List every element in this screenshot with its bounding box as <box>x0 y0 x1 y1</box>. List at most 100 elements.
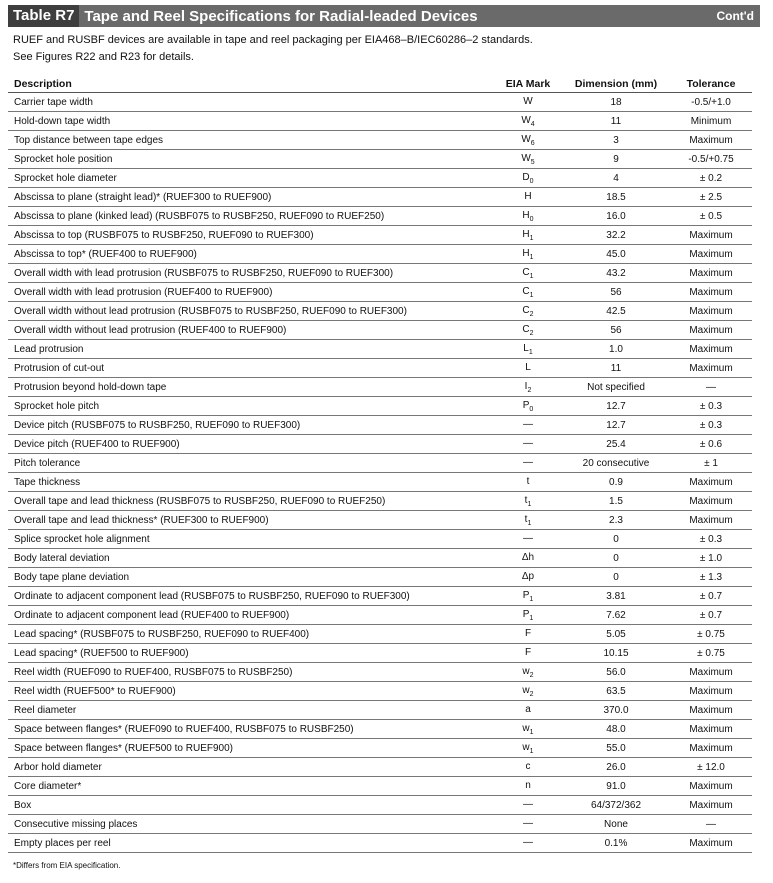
dimension-cell: 10.15 <box>562 643 670 663</box>
description-cell: Sprocket hole pitch <box>8 396 494 416</box>
description-cell: Sprocket hole diameter <box>8 168 494 188</box>
intro-line: See Figures R22 and R23 for details. <box>13 51 194 63</box>
eia-mark: C <box>522 285 530 297</box>
eia-mark-cell: W <box>494 92 562 112</box>
dimension-cell: 4 <box>562 168 670 188</box>
eia-mark-subscript: 0 <box>529 215 534 223</box>
dimension-cell: Not specified <box>562 377 670 397</box>
eia-mark-cell: P0 <box>494 396 562 416</box>
eia-mark-subscript: 1 <box>529 595 534 603</box>
tolerance-cell: Maximum <box>670 795 752 815</box>
table-row: Overall width with lead protrusion (RUEF… <box>8 282 752 302</box>
eia-mark-subscript: 0 <box>529 177 534 185</box>
eia-mark: W <box>523 95 533 107</box>
dimension-cell: 91.0 <box>562 776 670 796</box>
intro-text: RUEF and RUSBF devices are available in … <box>13 32 533 66</box>
eia-mark: L <box>525 361 531 373</box>
eia-mark-subscript: 1 <box>529 253 534 261</box>
dimension-cell: 56 <box>562 282 670 302</box>
eia-mark: c <box>525 760 531 772</box>
eia-mark-cell: — <box>494 814 562 834</box>
table-row: Top distance between tape edges W6 3 Maximu… <box>8 130 752 150</box>
eia-mark-cell: t <box>494 472 562 492</box>
intro-line: RUEF and RUSBF devices are available in … <box>13 34 533 46</box>
eia-mark-cell: P1 <box>494 586 562 606</box>
table-row: Abscissa to top* (RUEF400 to RUEF900) H1 4… <box>8 244 752 264</box>
tolerance-cell: Maximum <box>670 282 752 302</box>
dimension-cell: 20 consecutive <box>562 453 670 473</box>
eia-mark: — <box>523 798 533 810</box>
tolerance-cell: Maximum <box>670 662 752 682</box>
dimension-cell: 2.3 <box>562 510 670 530</box>
table-row: Tape thickness t 0.9 Maximum <box>8 472 752 492</box>
eia-mark-cell: w2 <box>494 681 562 701</box>
table-row: Body lateral deviation Δh 0 ± 1.0 <box>8 548 752 568</box>
eia-mark: — <box>523 836 533 848</box>
eia-mark-cell: I2 <box>494 377 562 397</box>
eia-mark: — <box>523 437 533 449</box>
eia-mark: H <box>522 209 530 221</box>
description-cell: Overall width without lead protrusion (R… <box>8 320 494 340</box>
eia-mark: — <box>523 418 533 430</box>
description-cell: Space between flanges* (RUEF500 to RUEF9… <box>8 738 494 758</box>
eia-mark-cell: H0 <box>494 206 562 226</box>
dimension-cell: 7.62 <box>562 605 670 625</box>
table-row: Hold-down tape width W4 11 Minimum <box>8 111 752 131</box>
description-cell: Abscissa to plane (kinked lead) (RUSBF07… <box>8 206 494 226</box>
table-row: Abscissa to plane (kinked lead) (RUSBF07… <box>8 206 752 226</box>
description-cell: Box <box>8 795 494 815</box>
description-cell: Overall width without lead protrusion (R… <box>8 301 494 321</box>
description-cell: Ordinate to adjacent component lead (RUS… <box>8 586 494 606</box>
table-row: Carrier tape width W 18 -0.5/+1.0 <box>8 92 752 112</box>
tolerance-cell: Maximum <box>670 491 752 511</box>
eia-mark: — <box>523 456 533 468</box>
eia-mark: w <box>522 741 530 753</box>
eia-mark-subscript: 1 <box>529 234 534 242</box>
table-row: Sprocket hole position W5 9 -0.5/+0.75 <box>8 149 752 169</box>
eia-mark-subscript: 1 <box>527 519 532 527</box>
dimension-cell: 18.5 <box>562 187 670 207</box>
description-cell: Body tape plane deviation <box>8 567 494 587</box>
tolerance-cell: Maximum <box>670 700 752 720</box>
eia-mark-cell: C2 <box>494 320 562 340</box>
description-cell: Reel width (RUEF500* to RUEF900) <box>8 681 494 701</box>
continued-label: Cont'd <box>716 9 754 23</box>
description-cell: Overall tape and lead thickness* (RUEF30… <box>8 510 494 530</box>
description-cell: Reel width (RUEF090 to RUEF400, RUSBF075… <box>8 662 494 682</box>
tolerance-cell: ± 0.7 <box>670 605 752 625</box>
tolerance-cell: ± 0.3 <box>670 415 752 435</box>
eia-mark-cell: D0 <box>494 168 562 188</box>
tolerance-cell: Maximum <box>670 681 752 701</box>
description-cell: Lead spacing* (RUSBF075 to RUSBF250, RUE… <box>8 624 494 644</box>
eia-mark-cell: C2 <box>494 301 562 321</box>
eia-mark-subscript: 2 <box>527 386 532 394</box>
description-cell: Top distance between tape edges <box>8 130 494 150</box>
dimension-cell: 56 <box>562 320 670 340</box>
table-title: Tape and Reel Specifications for Radial-… <box>84 7 478 25</box>
tolerance-cell: Maximum <box>670 320 752 340</box>
eia-mark-cell: — <box>494 795 562 815</box>
table-row: Lead spacing* (RUSBF075 to RUSBF250, RUE… <box>8 624 752 644</box>
table-row: Reel width (RUEF500* to RUEF900) w2 63.5 Ma… <box>8 681 752 701</box>
description-cell: Space between flanges* (RUEF090 to RUEF4… <box>8 719 494 739</box>
dimension-cell: 0.9 <box>562 472 670 492</box>
eia-mark-cell: F <box>494 643 562 663</box>
eia-mark-subscript: 6 <box>530 139 535 147</box>
eia-mark-subscript: 1 <box>529 728 534 736</box>
table-row: Abscissa to top (RUSBF075 to RUSBF250, R… <box>8 225 752 245</box>
table-row: Consecutive missing places — None — <box>8 814 752 834</box>
eia-mark-cell: w2 <box>494 662 562 682</box>
description-cell: Overall width with lead protrusion (RUEF… <box>8 282 494 302</box>
dimension-cell: 45.0 <box>562 244 670 264</box>
eia-mark-cell: C1 <box>494 263 562 283</box>
table-row: Overall width without lead protrusion (R… <box>8 320 752 340</box>
description-cell: Core diameter* <box>8 776 494 796</box>
eia-mark-cell: — <box>494 833 562 853</box>
table-row: Box — 64/372/362 Maximum <box>8 795 752 815</box>
dimension-cell: 56.0 <box>562 662 670 682</box>
description-cell: Lead protrusion <box>8 339 494 359</box>
description-cell: Splice sprocket hole alignment <box>8 529 494 549</box>
eia-mark-cell: W4 <box>494 111 562 131</box>
tolerance-cell: -0.5/+0.75 <box>670 149 752 169</box>
eia-mark-subscript: 4 <box>530 120 535 128</box>
